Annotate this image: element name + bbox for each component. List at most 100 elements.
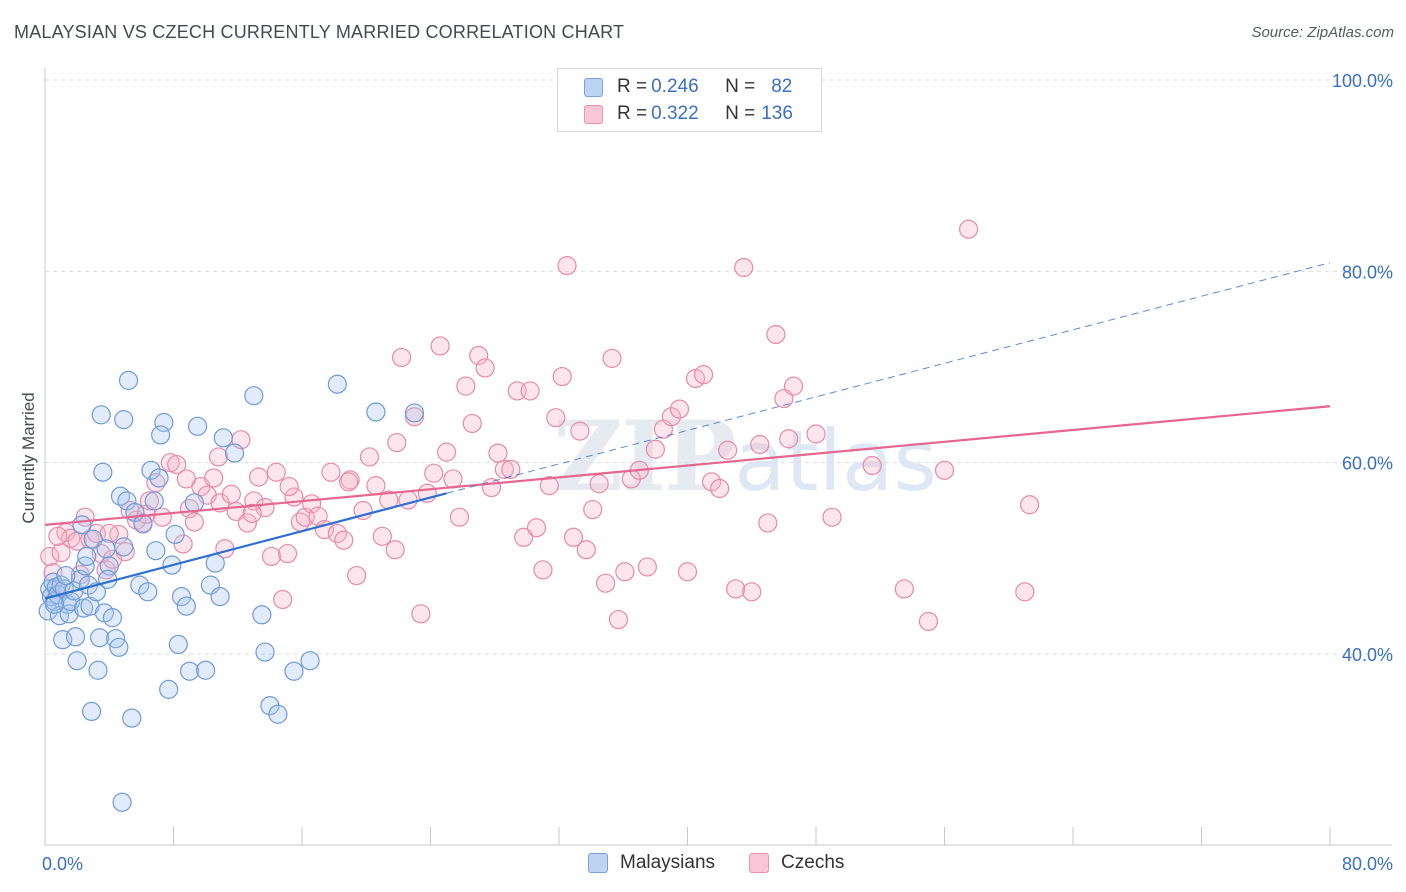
malaysian-point — [141, 460, 161, 480]
czechs-n-label: N = — [725, 103, 756, 124]
malaysian-point — [176, 596, 196, 616]
czech-point — [481, 477, 502, 498]
malaysians-n-label: N = — [725, 76, 756, 97]
czech-point — [387, 432, 407, 453]
malaysian-point — [114, 410, 134, 430]
malaysian-point — [91, 405, 111, 425]
malaysian-point — [244, 386, 264, 406]
malaysian-point — [83, 529, 103, 549]
czech-point — [273, 589, 293, 610]
malaysian-point — [149, 468, 169, 488]
czech-point — [958, 219, 979, 239]
legend-item-czechs: Czechs — [749, 852, 844, 874]
malaysian-point — [171, 586, 192, 607]
series-legend: Malaysians Czechs — [588, 852, 878, 874]
zipatlas-watermark: ZIPatlas — [553, 400, 937, 513]
malaysian-point — [90, 628, 110, 648]
czech-point — [514, 527, 534, 547]
malaysian-point — [205, 553, 225, 573]
czech-point — [40, 546, 60, 567]
czech-point — [173, 534, 193, 554]
legend-row-czechs: R = 0.322 N = 136 — [584, 102, 793, 126]
tick-labels: 100.0% 80.0% 60.0% 40.0% 0.0% 80.0% Currently … — [19, 71, 1393, 874]
czech-point — [779, 429, 799, 449]
czech-point — [242, 503, 262, 523]
watermark-zip: ZIP — [553, 400, 736, 513]
x-tick-label: 0.0% — [42, 854, 83, 874]
czech-point — [533, 560, 553, 580]
czech-point — [693, 365, 714, 385]
czech-point — [391, 347, 412, 368]
czech-point — [321, 462, 341, 482]
malaysian-point — [154, 412, 174, 433]
malaysian-point — [366, 402, 386, 422]
malaysian-point — [300, 651, 320, 671]
chart-title: MALAYSIAN VS CZECH CURRENTLY MARRIED COR… — [14, 22, 625, 42]
czech-point — [758, 513, 778, 533]
czech-point — [436, 442, 457, 462]
y-tick-label: 100.0% — [1332, 71, 1393, 91]
czech-point — [742, 582, 762, 602]
czech-point — [1015, 582, 1035, 602]
malaysian-point — [252, 605, 272, 625]
malaysians-n-value: 82 — [771, 76, 793, 97]
czech-point — [1020, 495, 1040, 515]
malaysians-r-value: 0.246 — [651, 76, 699, 97]
y-tick-label: 40.0% — [1342, 645, 1393, 665]
malaysian-point — [67, 651, 87, 671]
malaysian-point — [109, 637, 129, 657]
czechs-swatch — [584, 104, 603, 124]
czech-point — [475, 358, 495, 378]
malaysian-point — [88, 660, 108, 680]
czech-point — [338, 472, 359, 492]
czech-point — [347, 565, 367, 586]
malaysians-points — [38, 370, 425, 812]
legend-row-malaysians: R = 0.246 N = 82 — [584, 75, 792, 99]
czech-point — [359, 447, 380, 467]
czech-point — [546, 408, 566, 428]
czech-point — [602, 348, 622, 368]
malaysian-point — [144, 491, 164, 511]
czechs-legend-label: Czechs — [781, 852, 845, 873]
czech-point — [443, 469, 463, 489]
malaysian-point — [130, 575, 150, 595]
czech-point — [488, 443, 508, 463]
czech-point — [637, 557, 657, 577]
malaysian-point — [72, 515, 92, 535]
czech-point — [204, 468, 224, 488]
czech-point — [261, 546, 282, 567]
malaysian-point — [117, 491, 137, 511]
czechs-n-value: 136 — [761, 103, 793, 124]
czech-point — [48, 526, 68, 546]
czech-point — [526, 518, 547, 538]
czech-point — [583, 499, 603, 520]
malaysian-point — [114, 537, 134, 557]
czech-point — [501, 459, 521, 479]
czech-point — [806, 424, 826, 444]
czech-point — [539, 476, 559, 496]
axes — [44, 68, 1392, 846]
czech-point — [385, 540, 405, 560]
malaysian-point — [179, 661, 200, 681]
malaysian-point — [65, 627, 86, 647]
malaysian-point — [138, 582, 158, 602]
source-credit: Source: ZipAtlas.com — [1251, 24, 1394, 41]
watermark-atlas: atlas — [734, 412, 938, 510]
czech-point — [279, 476, 299, 497]
czechs-r-value: 0.322 — [651, 103, 699, 124]
malaysian-point — [93, 462, 113, 482]
czech-point — [176, 469, 196, 489]
czech-point — [152, 507, 172, 527]
czech-point — [398, 490, 418, 510]
czech-point — [822, 507, 842, 527]
malaysian-point — [122, 708, 142, 728]
czech-point — [249, 467, 269, 487]
malaysian-point — [284, 661, 304, 681]
malaysian-point — [184, 493, 204, 513]
malaysian-point — [159, 679, 179, 699]
y-tick-label: 80.0% — [1342, 262, 1393, 282]
malaysian-point — [268, 704, 288, 724]
malaysian-point — [102, 608, 123, 628]
czech-point — [557, 255, 577, 276]
